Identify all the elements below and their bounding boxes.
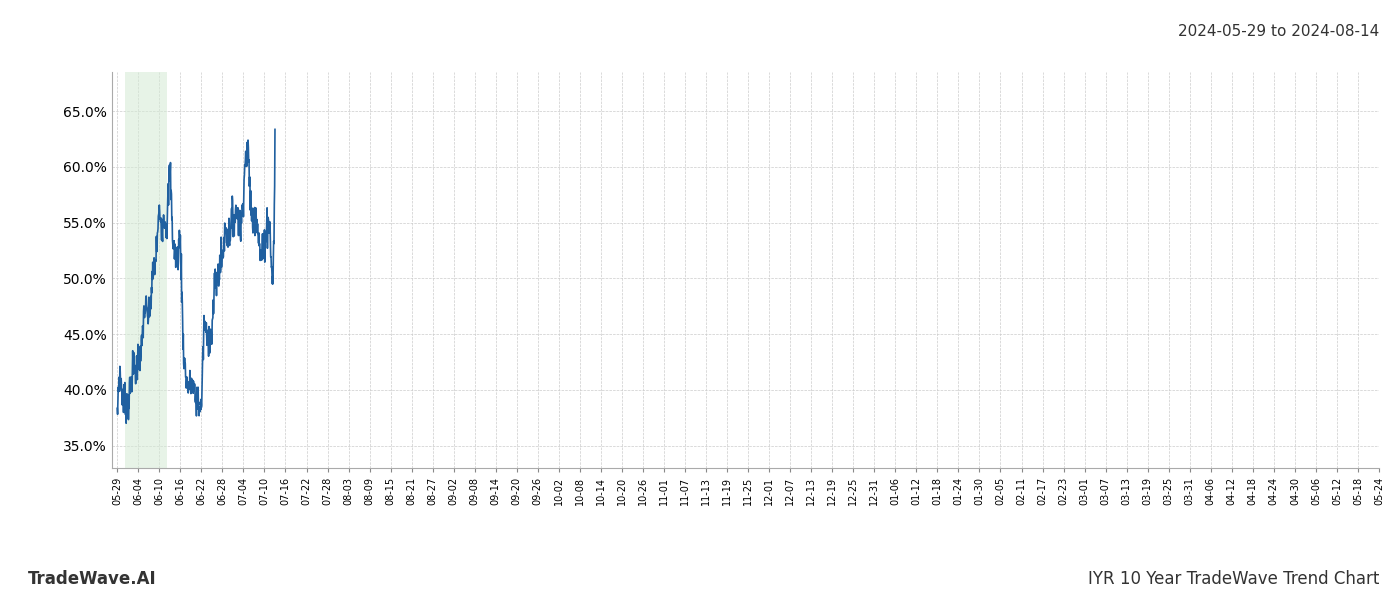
Text: IYR 10 Year TradeWave Trend Chart: IYR 10 Year TradeWave Trend Chart xyxy=(1088,570,1379,588)
Text: TradeWave.AI: TradeWave.AI xyxy=(28,570,157,588)
Bar xyxy=(125,72,167,468)
Text: 2024-05-29 to 2024-08-14: 2024-05-29 to 2024-08-14 xyxy=(1177,24,1379,39)
